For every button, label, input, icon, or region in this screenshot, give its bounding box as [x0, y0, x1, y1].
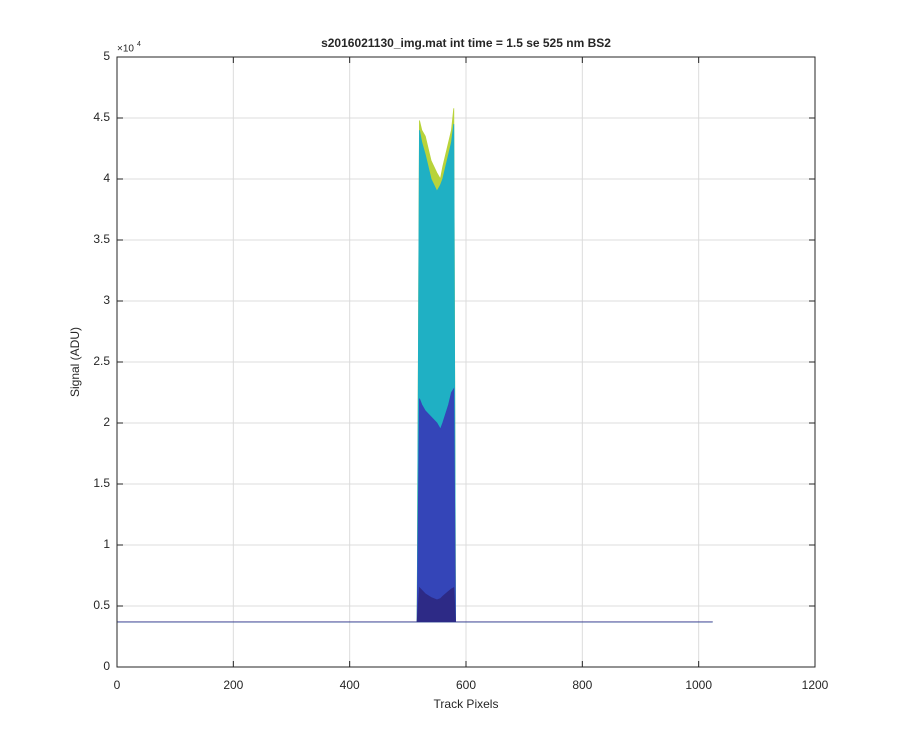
y-tick-label: 4.5	[93, 110, 110, 124]
y-tick-label: 4	[103, 171, 110, 185]
y-tick-label: 5	[103, 49, 110, 63]
y-tick-label: 3.5	[93, 232, 110, 246]
x-tick-label: 400	[340, 678, 360, 692]
y-tick-label: 2.5	[93, 354, 110, 368]
series-area	[117, 586, 713, 623]
y-tick-label: 1.5	[93, 476, 110, 490]
x-tick-label: 200	[223, 678, 243, 692]
y-tick-label: 0	[103, 659, 110, 673]
y-tick-label: 0.5	[93, 598, 110, 612]
chart-title: s2016021130_img.mat int time = 1.5 se 52…	[321, 36, 611, 50]
y-tick-label: 3	[103, 293, 110, 307]
y-axis-label: Signal (ADU)	[68, 327, 82, 397]
x-tick-label: 1200	[802, 678, 829, 692]
x-tick-label: 600	[456, 678, 476, 692]
axes-box	[116, 56, 816, 668]
y-tick-label: 1	[103, 537, 110, 551]
x-tick-label: 1000	[685, 678, 712, 692]
x-tick-label: 0	[114, 678, 121, 692]
y-scale-label: ×10	[117, 44, 134, 55]
y-scale-exponent: 4	[137, 41, 141, 48]
series-area	[117, 387, 713, 623]
x-axis-label: Track Pixels	[434, 697, 499, 711]
x-tick-label: 800	[572, 678, 592, 692]
y-tick-label: 2	[103, 415, 110, 429]
series-area	[117, 124, 713, 623]
